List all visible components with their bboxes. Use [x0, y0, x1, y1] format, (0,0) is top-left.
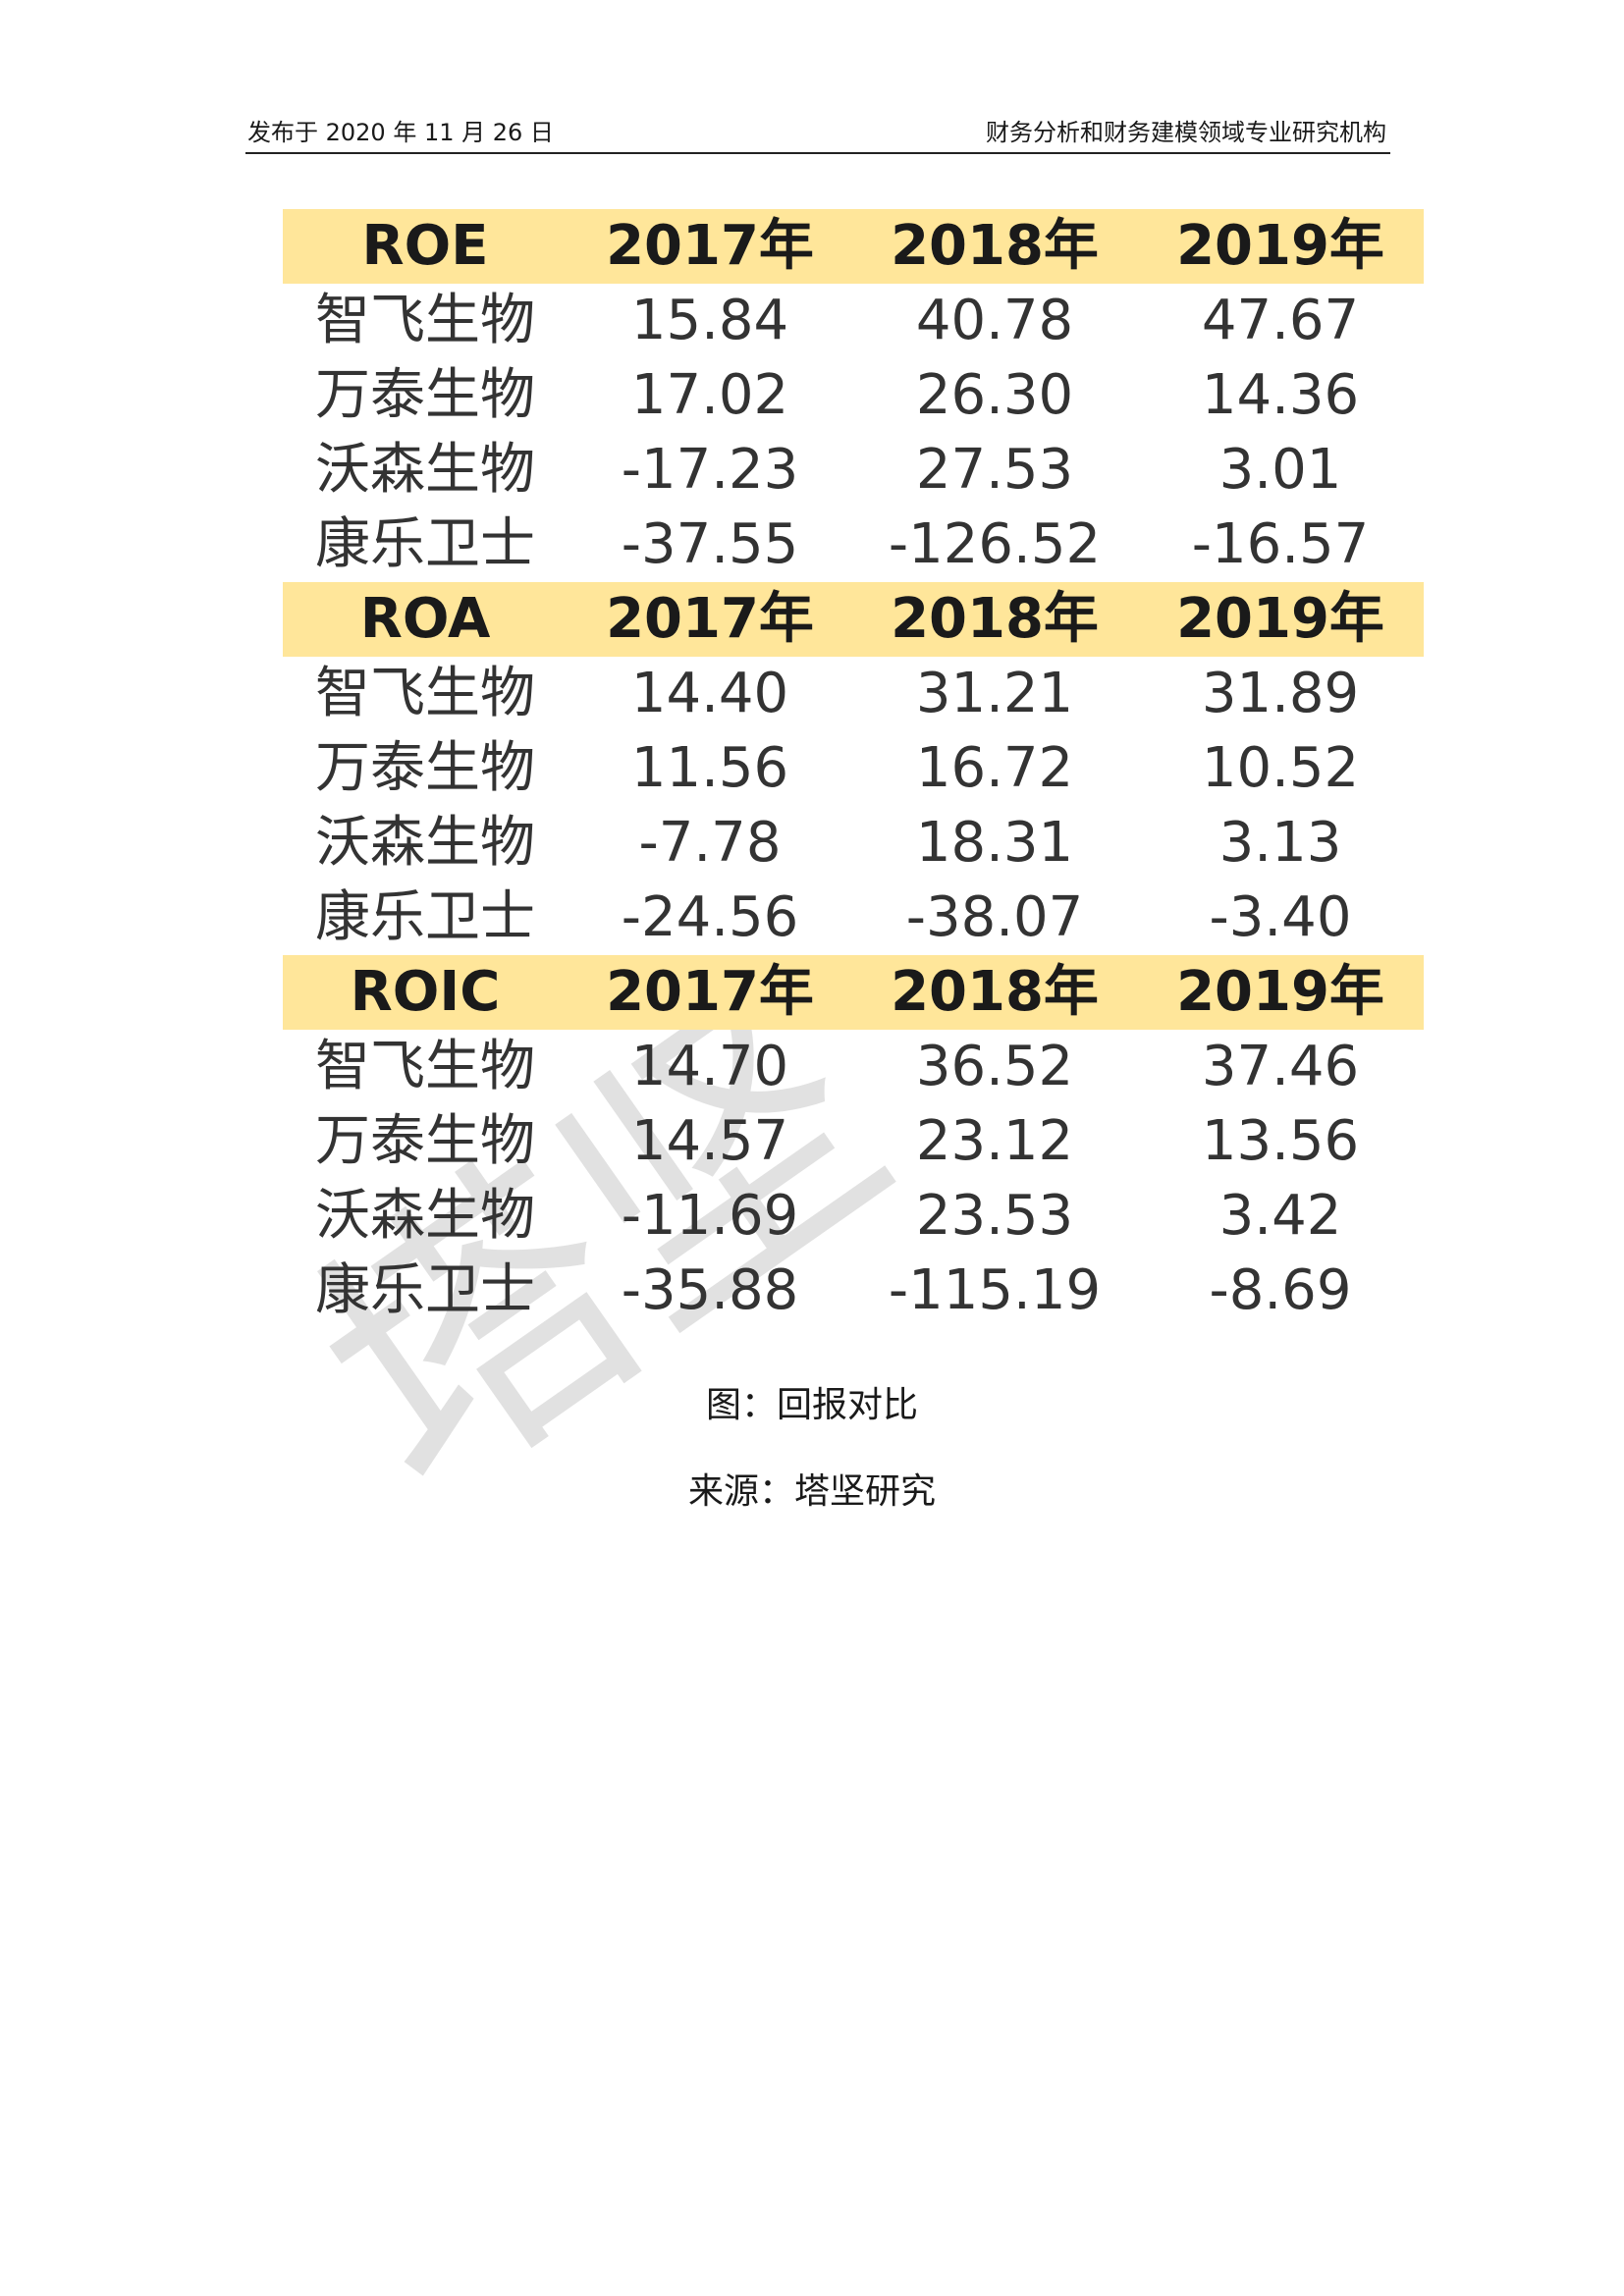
table-row: 康乐卫士 -24.56 -38.07 -3.40 [283, 881, 1424, 955]
table-row: 万泰生物 14.57 23.12 13.56 [283, 1104, 1424, 1179]
value-cell: 36.52 [915, 1035, 1074, 1098]
year-header: 2017年 [606, 587, 814, 651]
company-name: 沃森生物 [315, 1184, 535, 1248]
company-name: 万泰生物 [315, 363, 535, 427]
company-name: 沃森生物 [315, 811, 535, 875]
table-row: 沃森生物 -17.23 27.53 3.01 [283, 433, 1424, 507]
value-cell: 15.84 [630, 289, 789, 352]
value-cell: -115.19 [888, 1258, 1102, 1322]
value-cell: 47.67 [1201, 289, 1360, 352]
value-cell: 3.13 [1218, 811, 1342, 875]
table-row: 智飞生物 14.40 31.21 31.89 [283, 657, 1424, 731]
value-cell: -126.52 [888, 512, 1102, 576]
table-header-row: ROA 2017年 2018年 2019年 [283, 582, 1424, 657]
year-header: 2017年 [606, 960, 814, 1024]
company-name: 沃森生物 [315, 438, 535, 502]
value-cell: -16.57 [1191, 512, 1370, 576]
value-cell: -11.69 [621, 1184, 799, 1248]
value-cell: -3.40 [1209, 885, 1352, 949]
value-cell: 16.72 [915, 736, 1074, 800]
company-name: 智飞生物 [315, 662, 535, 725]
table-row: 万泰生物 11.56 16.72 10.52 [283, 731, 1424, 806]
year-header: 2019年 [1176, 587, 1384, 651]
metric-label: ROA [359, 587, 491, 651]
value-cell: -37.55 [621, 512, 799, 576]
table-header-row: ROIC 2017年 2018年 2019年 [283, 955, 1424, 1030]
table-row: 万泰生物 17.02 26.30 14.36 [283, 358, 1424, 433]
value-cell: 3.42 [1218, 1184, 1342, 1248]
year-header: 2018年 [891, 587, 1099, 651]
table-row: 智飞生物 15.84 40.78 47.67 [283, 284, 1424, 358]
year-header: 2018年 [891, 214, 1099, 278]
company-name: 智飞生物 [315, 289, 535, 352]
table-row: 沃森生物 -7.78 18.31 3.13 [283, 806, 1424, 881]
organization-tagline: 财务分析和财务建模领域专业研究机构 [986, 119, 1386, 146]
value-cell: 18.31 [915, 811, 1074, 875]
value-cell: 23.12 [915, 1109, 1074, 1173]
returns-comparison-table: ROE 2017年 2018年 2019年 智飞生物 15.84 40.78 4… [283, 209, 1424, 1328]
value-cell: -8.69 [1209, 1258, 1352, 1322]
value-cell: 23.53 [915, 1184, 1074, 1248]
value-cell: 40.78 [915, 289, 1074, 352]
table-header-row: ROE 2017年 2018年 2019年 [283, 209, 1424, 284]
company-name: 万泰生物 [315, 1109, 535, 1173]
value-cell: 14.40 [630, 662, 789, 725]
table-row: 康乐卫士 -35.88 -115.19 -8.69 [283, 1254, 1424, 1328]
value-cell: 11.56 [630, 736, 789, 800]
page-header: 发布于 2020 年 11 月 26 日 财务分析和财务建模领域专业研究机构 [245, 113, 1390, 154]
value-cell: -38.07 [905, 885, 1084, 949]
value-cell: 14.36 [1201, 363, 1360, 427]
value-cell: 27.53 [915, 438, 1074, 502]
table-row: 沃森生物 -11.69 23.53 3.42 [283, 1179, 1424, 1254]
value-cell: 31.21 [915, 662, 1074, 725]
company-name: 康乐卫士 [315, 885, 535, 949]
company-name: 康乐卫士 [315, 512, 535, 576]
year-header: 2019年 [1176, 214, 1384, 278]
publish-date: 发布于 2020 年 11 月 26 日 [247, 119, 554, 146]
value-cell: 14.57 [630, 1109, 789, 1173]
figure-caption: 图：回报对比 [705, 1385, 918, 1425]
value-cell: -17.23 [621, 438, 799, 502]
table-row: 康乐卫士 -37.55 -126.52 -16.57 [283, 507, 1424, 582]
year-header: 2019年 [1176, 960, 1384, 1024]
metric-label: ROE [361, 214, 489, 278]
value-cell: -24.56 [621, 885, 799, 949]
value-cell: 17.02 [630, 363, 789, 427]
value-cell: 10.52 [1201, 736, 1360, 800]
value-cell: 14.70 [630, 1035, 789, 1098]
value-cell: 26.30 [915, 363, 1074, 427]
company-name: 智飞生物 [315, 1035, 535, 1098]
company-name: 万泰生物 [315, 736, 535, 800]
value-cell: 13.56 [1201, 1109, 1360, 1173]
value-cell: 31.89 [1201, 662, 1360, 725]
value-cell: 37.46 [1201, 1035, 1360, 1098]
year-header: 2018年 [891, 960, 1099, 1024]
metric-label: ROIC [350, 960, 501, 1024]
table-row: 智飞生物 14.70 36.52 37.46 [283, 1030, 1424, 1104]
value-cell: -7.78 [638, 811, 782, 875]
year-header: 2017年 [606, 214, 814, 278]
value-cell: 3.01 [1218, 438, 1342, 502]
company-name: 康乐卫士 [315, 1258, 535, 1322]
source-caption: 来源：塔坚研究 [687, 1471, 936, 1512]
value-cell: -35.88 [621, 1258, 799, 1322]
